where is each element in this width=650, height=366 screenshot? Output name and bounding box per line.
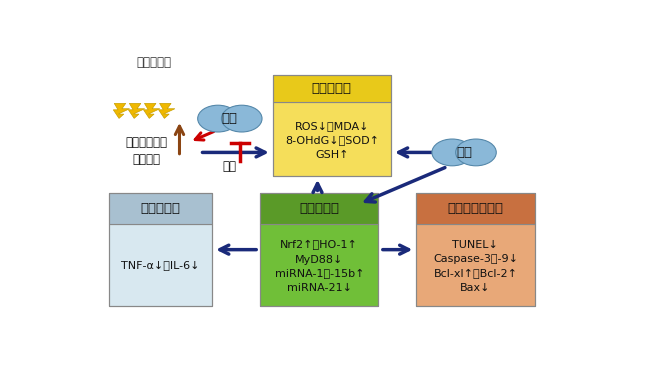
- Text: 水素: 水素: [456, 146, 472, 159]
- Text: TNF-α↓，IL-6↓: TNF-α↓，IL-6↓: [122, 262, 200, 272]
- FancyBboxPatch shape: [273, 102, 391, 176]
- Text: TUNEL↓
Caspase-3，-9↓
Bcl-xl↑，Bcl-2↑
Bax↓: TUNEL↓ Caspase-3，-9↓ Bcl-xl↑，Bcl-2↑ Bax↓: [433, 240, 518, 292]
- Text: 放射線照射: 放射線照射: [136, 56, 172, 69]
- Text: 水素: 水素: [222, 112, 238, 125]
- Text: 遣伝子発現: 遣伝子発現: [299, 202, 339, 215]
- Text: ヒドロキシル
ラジカル: ヒドロキシル ラジカル: [125, 136, 168, 166]
- FancyBboxPatch shape: [260, 224, 378, 306]
- FancyBboxPatch shape: [109, 224, 212, 306]
- Text: 酸化: 酸化: [223, 160, 237, 173]
- Text: 抗炎症作用: 抗炎症作用: [140, 202, 181, 215]
- Text: Nrf2↑，HO-1↑
MyD88↓
miRNA-1，-15b↑
miRNA-21↓: Nrf2↑，HO-1↑ MyD88↓ miRNA-1，-15b↑ miRNA-2…: [274, 240, 364, 292]
- Text: 抗細胞致死作用: 抗細胞致死作用: [447, 202, 504, 215]
- Polygon shape: [113, 103, 129, 118]
- Text: 抗酸化作用: 抗酸化作用: [312, 82, 352, 95]
- Polygon shape: [159, 103, 175, 118]
- Ellipse shape: [432, 139, 473, 166]
- FancyBboxPatch shape: [416, 224, 534, 306]
- FancyBboxPatch shape: [260, 193, 378, 224]
- Text: ROS↓，MDA↓
8-OHdG↓，SOD↑
GSH↑: ROS↓，MDA↓ 8-OHdG↓，SOD↑ GSH↑: [285, 122, 379, 160]
- FancyBboxPatch shape: [416, 193, 534, 224]
- Ellipse shape: [222, 105, 262, 132]
- Polygon shape: [129, 103, 145, 118]
- Ellipse shape: [456, 139, 496, 166]
- Ellipse shape: [198, 105, 239, 132]
- FancyBboxPatch shape: [273, 75, 391, 102]
- Polygon shape: [144, 103, 160, 118]
- FancyBboxPatch shape: [109, 193, 212, 224]
